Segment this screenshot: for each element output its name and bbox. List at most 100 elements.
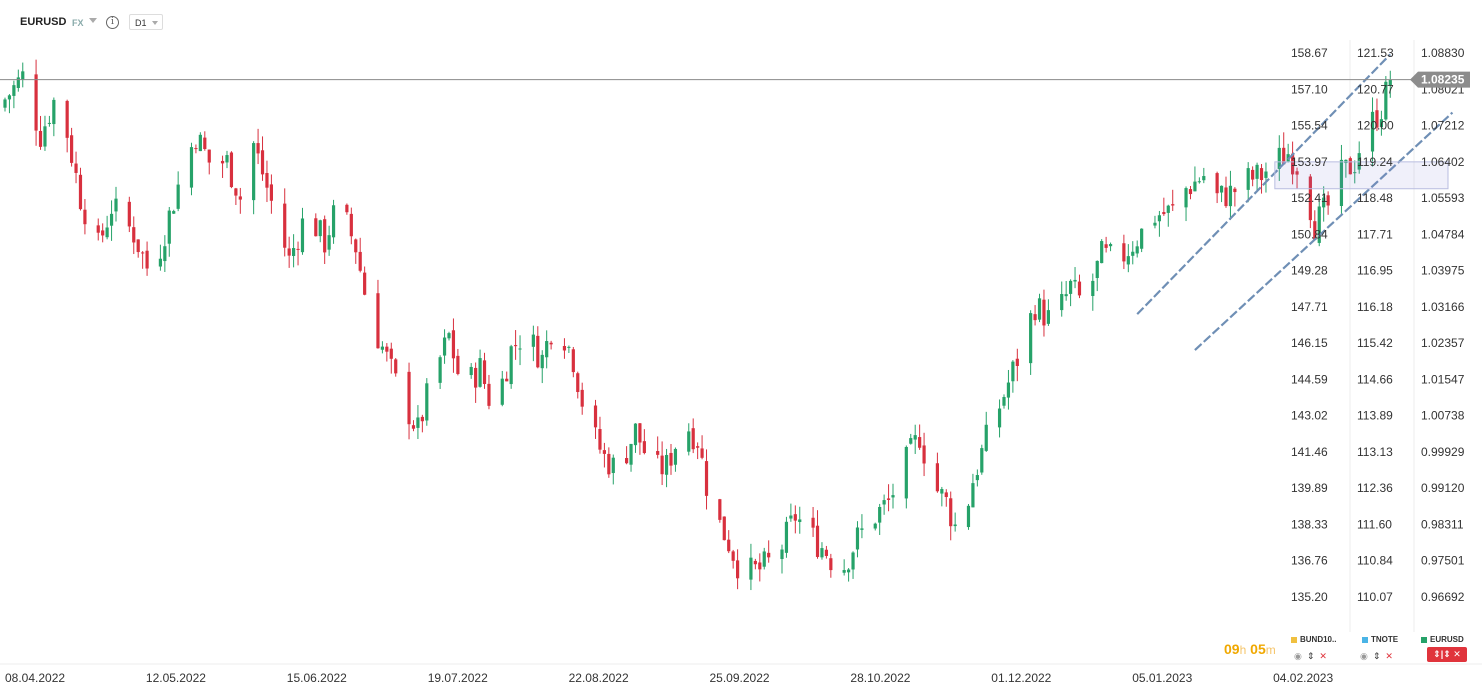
candle-body	[518, 348, 522, 350]
countdown-hours: 09	[1224, 641, 1240, 657]
candle	[784, 516, 789, 558]
candle-body	[1033, 314, 1037, 321]
candle	[96, 218, 100, 241]
tick-label: 139.89	[1291, 481, 1328, 495]
candle	[1259, 164, 1264, 194]
candle-body	[358, 251, 362, 271]
candle	[1131, 241, 1135, 265]
drawings[interactable]	[1136, 53, 1454, 351]
candle-body	[469, 366, 473, 376]
symbol-label[interactable]: EURUSD	[20, 16, 67, 28]
candle-body	[784, 521, 789, 553]
series-controls-bund: ◉ ⇕ ✕	[1294, 651, 1332, 663]
candle	[163, 235, 167, 272]
candle-body	[1251, 169, 1255, 180]
candle-body	[363, 272, 367, 295]
candle-body	[456, 355, 460, 374]
close-icon[interactable]: ✕	[1319, 651, 1327, 661]
candle-body	[855, 527, 860, 550]
move-icon[interactable]: ⇕	[1372, 651, 1381, 661]
candle	[580, 382, 584, 415]
channel-line[interactable]	[1194, 111, 1454, 351]
candle	[567, 345, 571, 354]
candle-body	[229, 152, 234, 188]
tick-label: 1.07212	[1421, 119, 1465, 133]
legend-bund[interactable]: BUND10..	[1291, 635, 1336, 644]
legend-eurusd[interactable]: EURUSD	[1421, 635, 1464, 644]
move-icon[interactable]: ⇕	[1306, 651, 1315, 661]
candle	[1095, 260, 1099, 292]
candle	[642, 429, 646, 455]
candle	[1282, 132, 1286, 165]
channel-line[interactable]	[1136, 53, 1392, 315]
candle	[727, 530, 731, 554]
series-controls-eurusd[interactable]: ⇕|⇕ ✕	[1427, 647, 1467, 662]
candle	[935, 452, 939, 493]
candle-body	[847, 569, 851, 573]
candle	[971, 473, 975, 508]
candle-body	[1029, 313, 1033, 364]
candle-body	[207, 149, 211, 163]
candle-body	[1339, 159, 1344, 206]
candle-body	[749, 557, 753, 580]
candle-body	[105, 227, 109, 238]
candle	[518, 335, 522, 366]
candle-body	[602, 450, 606, 454]
candle-body	[1193, 181, 1197, 192]
candle-body	[269, 184, 273, 201]
candle	[736, 549, 740, 590]
candle	[922, 432, 926, 477]
tick-label: 117.71	[1357, 227, 1393, 241]
candle-body	[220, 160, 225, 164]
candle-body	[287, 248, 291, 256]
candle	[482, 352, 487, 389]
candle	[136, 239, 140, 258]
candle-body	[700, 448, 704, 458]
candle	[953, 512, 957, 532]
candle-body	[997, 408, 1002, 428]
candle-body	[1322, 197, 1326, 208]
info-icon[interactable]: i	[106, 16, 119, 29]
eye-icon[interactable]: ◉	[1360, 651, 1368, 661]
legend-tnote[interactable]: TNOTE	[1362, 635, 1398, 644]
candle-body	[172, 211, 176, 214]
candle-body	[109, 213, 114, 226]
candle-body	[935, 463, 939, 492]
candle	[966, 503, 971, 530]
timeframe-select[interactable]: D1	[129, 14, 163, 30]
candle	[1100, 239, 1104, 264]
candle-body	[780, 549, 784, 560]
candle-body	[1317, 206, 1321, 243]
tick-label: 0.97501	[1421, 554, 1465, 568]
candle-body	[292, 248, 296, 257]
chevron-down-icon[interactable]	[89, 18, 97, 23]
candle	[296, 241, 300, 266]
tick-label: 158.67	[1291, 46, 1328, 60]
candle	[318, 219, 322, 243]
candle	[886, 484, 891, 512]
candle-body	[1060, 294, 1064, 311]
tick-label: 150.84	[1291, 227, 1328, 241]
candle-body	[474, 367, 478, 388]
eye-icon[interactable]: ◉	[1294, 651, 1302, 661]
candle	[1308, 174, 1312, 229]
candle	[1060, 281, 1064, 317]
current-price: 1.08235	[0, 71, 1470, 88]
candle	[1029, 310, 1033, 375]
candle	[611, 454, 615, 485]
candle	[83, 199, 87, 235]
candle	[904, 445, 908, 509]
legend-dot	[1362, 636, 1368, 643]
candle	[1140, 228, 1144, 253]
candle	[762, 547, 766, 570]
range-rectangle[interactable]	[1274, 161, 1449, 190]
candle-body	[811, 517, 815, 528]
candle-body	[234, 188, 238, 196]
candle-body	[922, 445, 926, 464]
tick-label: 1.05593	[1421, 191, 1465, 205]
close-icon[interactable]: ✕	[1385, 651, 1393, 661]
candle-body	[314, 218, 318, 237]
candle	[700, 435, 704, 460]
